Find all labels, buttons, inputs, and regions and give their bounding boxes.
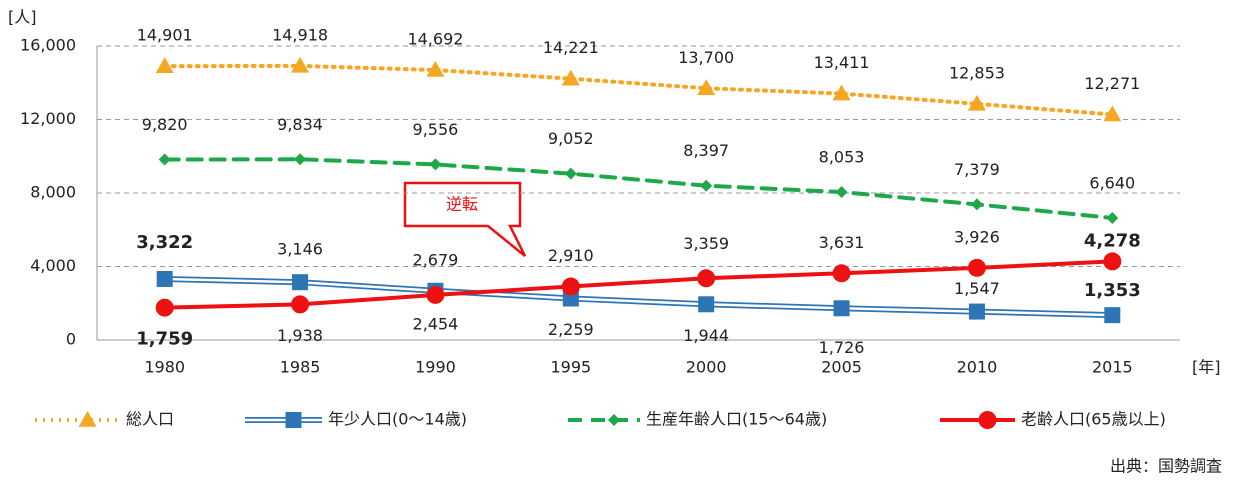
marker xyxy=(291,56,310,73)
legend-marker xyxy=(978,411,997,429)
x-tick-label: 2005 xyxy=(821,358,862,377)
data-label: 1,353 xyxy=(1084,280,1141,301)
x-tick-label: 1985 xyxy=(280,358,321,377)
line xyxy=(164,277,1113,317)
marker xyxy=(429,158,442,171)
x-tick-label: 1990 xyxy=(415,358,456,377)
data-label: 14,221 xyxy=(543,38,599,57)
marker xyxy=(1106,211,1119,224)
legend-marker xyxy=(285,412,302,428)
data-label: 9,834 xyxy=(277,115,323,134)
y-tick-label: 0 xyxy=(66,330,76,349)
marker xyxy=(156,270,173,287)
data-label: 3,322 xyxy=(136,232,193,253)
data-label: 8,397 xyxy=(683,141,729,160)
y-unit: [人] xyxy=(8,8,37,27)
marker xyxy=(292,274,309,291)
data-label: 9,820 xyxy=(142,115,188,134)
y-tick-label: 8,000 xyxy=(30,183,76,202)
data-label: 9,052 xyxy=(548,129,594,148)
legend-label: 老齢人口(65歳以上) xyxy=(1021,410,1166,429)
x-tick-label: 2015 xyxy=(1092,358,1133,377)
marker xyxy=(697,79,716,96)
data-label: 4,278 xyxy=(1084,230,1141,251)
marker xyxy=(700,179,713,192)
y-tick-label: 12,000 xyxy=(20,109,76,128)
y-tick-label: 16,000 xyxy=(20,36,76,55)
data-label: 2,679 xyxy=(413,250,459,269)
x-unit: [年] xyxy=(1192,358,1221,377)
data-label: 3,926 xyxy=(954,227,1000,246)
marker xyxy=(832,264,851,283)
data-label: 13,700 xyxy=(678,48,734,67)
marker xyxy=(968,303,985,320)
data-label: 1,938 xyxy=(277,326,323,345)
line xyxy=(162,157,1115,220)
data-label: 3,359 xyxy=(683,234,729,253)
marker xyxy=(564,167,577,180)
marker xyxy=(561,69,580,86)
marker xyxy=(1103,252,1122,271)
marker xyxy=(832,84,851,101)
data-label: 1,726 xyxy=(819,338,865,357)
data-label: 13,411 xyxy=(814,53,870,72)
data-label: 2,454 xyxy=(413,314,459,333)
line xyxy=(162,259,1115,310)
x-tick-label: 1980 xyxy=(144,358,185,377)
marker xyxy=(291,295,310,314)
marker xyxy=(967,258,986,277)
marker xyxy=(698,296,715,313)
data-label: 2,259 xyxy=(548,320,594,339)
data-label: 14,901 xyxy=(137,26,193,45)
marker xyxy=(833,300,850,317)
legend-marker xyxy=(78,411,97,427)
data-label: 12,271 xyxy=(1084,74,1140,93)
marker xyxy=(970,198,983,211)
annotation: 逆転 xyxy=(446,195,478,214)
legend-label: 年少人口(0〜14歳) xyxy=(328,410,467,429)
marker xyxy=(155,57,174,73)
marker xyxy=(1104,307,1121,324)
data-label: 14,918 xyxy=(272,25,328,44)
marker xyxy=(967,94,986,111)
callout xyxy=(403,181,527,257)
marker xyxy=(697,269,716,288)
y-tick-label: 4,000 xyxy=(30,256,76,275)
marker xyxy=(561,277,580,296)
data-label: 3,631 xyxy=(819,233,865,252)
marker xyxy=(426,61,445,77)
data-label: 12,853 xyxy=(949,63,1005,82)
x-tick-label: 1995 xyxy=(550,358,591,377)
data-label: 1,944 xyxy=(683,326,729,345)
legend-label: 生産年齢人口(15〜64歳) xyxy=(646,410,827,429)
data-label: 14,692 xyxy=(407,30,463,49)
data-label: 2,910 xyxy=(548,246,594,265)
data-label: 6,640 xyxy=(1089,173,1135,192)
line xyxy=(162,63,1115,117)
x-tick-label: 2010 xyxy=(957,358,998,377)
data-label: 7,379 xyxy=(954,160,1000,179)
data-label: 1,759 xyxy=(136,329,193,350)
source: 出典：国勢調査 xyxy=(1110,457,1222,476)
data-label: 3,146 xyxy=(277,240,323,259)
data-label: 9,556 xyxy=(413,120,459,139)
marker xyxy=(1103,105,1122,122)
marker xyxy=(158,153,171,166)
marker xyxy=(155,298,174,317)
marker xyxy=(835,186,848,199)
legend-label: 総人口 xyxy=(126,410,174,429)
legend-marker xyxy=(608,414,620,426)
marker xyxy=(294,153,307,166)
data-label: 1,547 xyxy=(954,279,1000,298)
marker xyxy=(426,285,445,304)
data-label: 8,053 xyxy=(819,148,865,167)
x-tick-label: 2000 xyxy=(686,358,727,377)
